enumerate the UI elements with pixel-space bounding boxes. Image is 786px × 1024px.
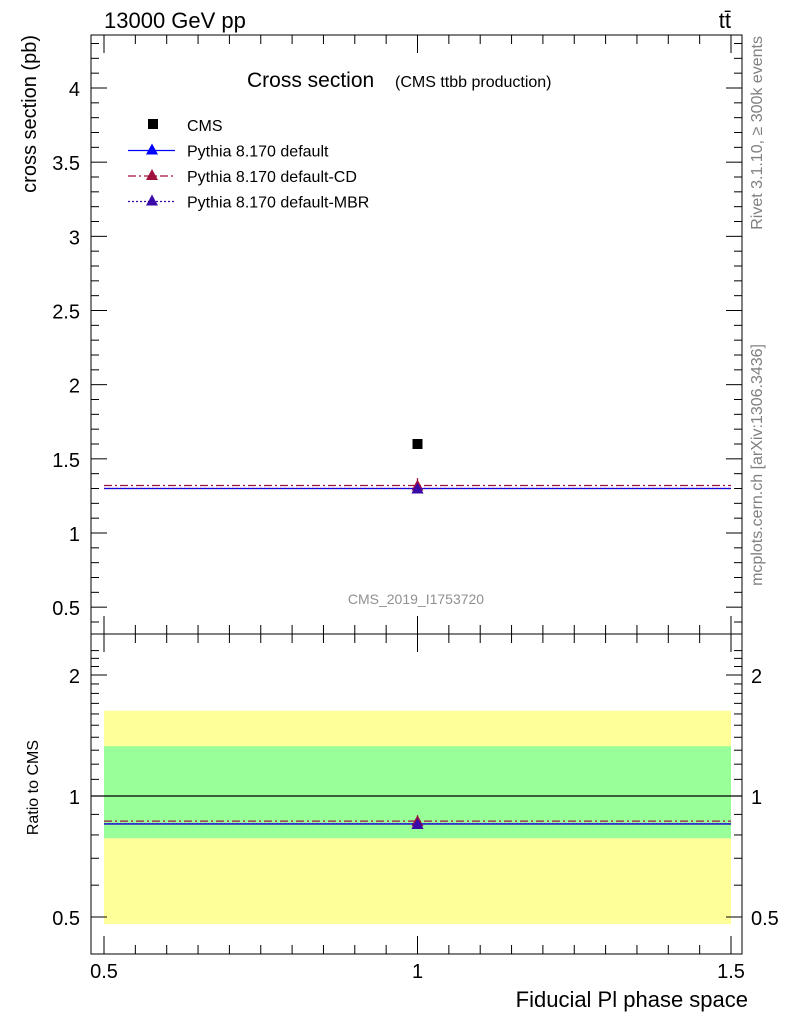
- main-y-tick-label: 1.5: [52, 450, 80, 472]
- main-subtitle: (CMS ttbb production): [395, 74, 552, 91]
- series-marker-3: [411, 482, 424, 494]
- cms-data-point: [412, 439, 423, 449]
- legend-label-0: CMS: [187, 118, 223, 135]
- legend-marker-1: [146, 143, 158, 155]
- main-panel: 0.5 1 1.5 2 2.5 3 3.5 4 Cross section (CMS ttbb…: [19, 34, 743, 635]
- main-y-tick-label: 2.5: [52, 302, 80, 324]
- process-label: tt̄: [719, 8, 731, 33]
- ratio-panel: 0.5 0.5 1 1 2 2 Ratio to CMS: [25, 633, 779, 955]
- legend-marker-3: [146, 194, 158, 206]
- ratio-marker-2: [411, 817, 424, 829]
- legend-label-3: Pythia 8.170 default-MBR: [187, 195, 369, 212]
- rivet-label: Rivet 3.1.10, ≥ 300k events: [749, 36, 766, 230]
- main-y-axis-label: cross section (pb): [19, 35, 41, 193]
- legend-label-2: Pythia 8.170 default-CD: [187, 169, 357, 186]
- legend: CMS Pythia 8.170 default Pythia 8.170 defa…: [128, 118, 369, 212]
- x-tick-label: 1.5: [717, 961, 745, 983]
- main-y-tick-label: 1: [69, 524, 80, 546]
- analysis-id: CMS_2019_I1753720: [348, 591, 484, 607]
- ratio-y-axis-label: Ratio to CMS: [25, 740, 42, 835]
- main-y-tick-label: 3.5: [52, 153, 80, 175]
- legend-marker-2: [146, 169, 158, 180]
- ratio-y-tick-label-right: 1: [751, 787, 762, 809]
- ratio-y-tick-label-right: 0.5: [751, 908, 779, 930]
- main-y-tick-label: 3: [69, 227, 80, 249]
- x-tick-label: 1: [412, 961, 423, 983]
- legend-marker-cms: [148, 119, 158, 129]
- x-tick-labels: 0.5 1 1.5: [90, 961, 745, 983]
- ratio-y-tick-label-right: 2: [751, 666, 762, 688]
- ratio-frame: [90, 633, 743, 955]
- ratio-y-tick-label-left: 0.5: [52, 908, 80, 930]
- main-y-tick-label: 4: [69, 79, 80, 101]
- mcplots-label: mcplots.cern.ch [arXiv:1306.3436]: [749, 344, 766, 586]
- main-y-tick-label: 2: [69, 376, 80, 398]
- x-axis-label: Fiducial Pl phase space: [516, 987, 748, 1012]
- ratio-y-tick-label-left: 1: [69, 787, 80, 809]
- main-title: Cross section: [247, 69, 374, 92]
- energy-label: 13000 GeV pp: [104, 8, 246, 33]
- legend-label-1: Pythia 8.170 default: [187, 144, 329, 161]
- main-y-tick-label: 0.5: [52, 598, 80, 620]
- x-tick-label: 0.5: [90, 961, 118, 983]
- ratio-y-tick-label-left: 2: [69, 666, 80, 688]
